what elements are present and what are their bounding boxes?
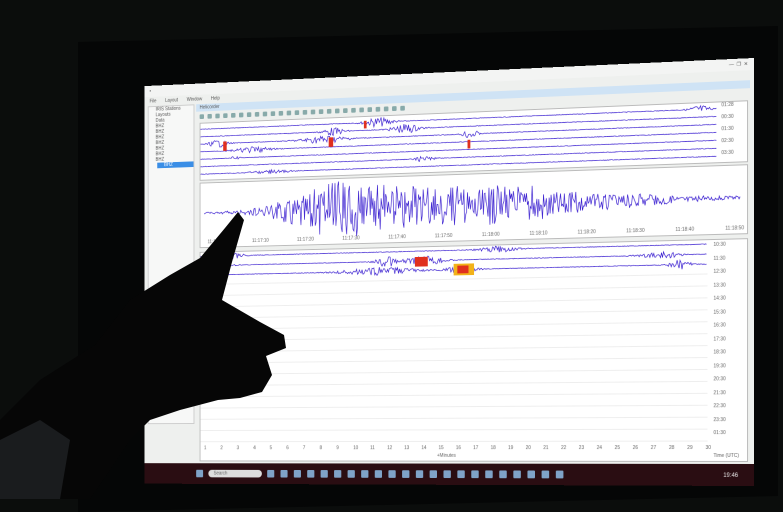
monitor-screen: ▪ — ❐ ✕ File Layout Window Help IRIS Sta…: [144, 58, 754, 486]
event-marker: [453, 263, 475, 276]
helicorder-bottom-panel[interactable]: 10:30 11:30 12:30 13:30 14:30 15:30 16:30 17:30…: [199, 238, 749, 462]
pointing-hand: [0, 420, 70, 499]
